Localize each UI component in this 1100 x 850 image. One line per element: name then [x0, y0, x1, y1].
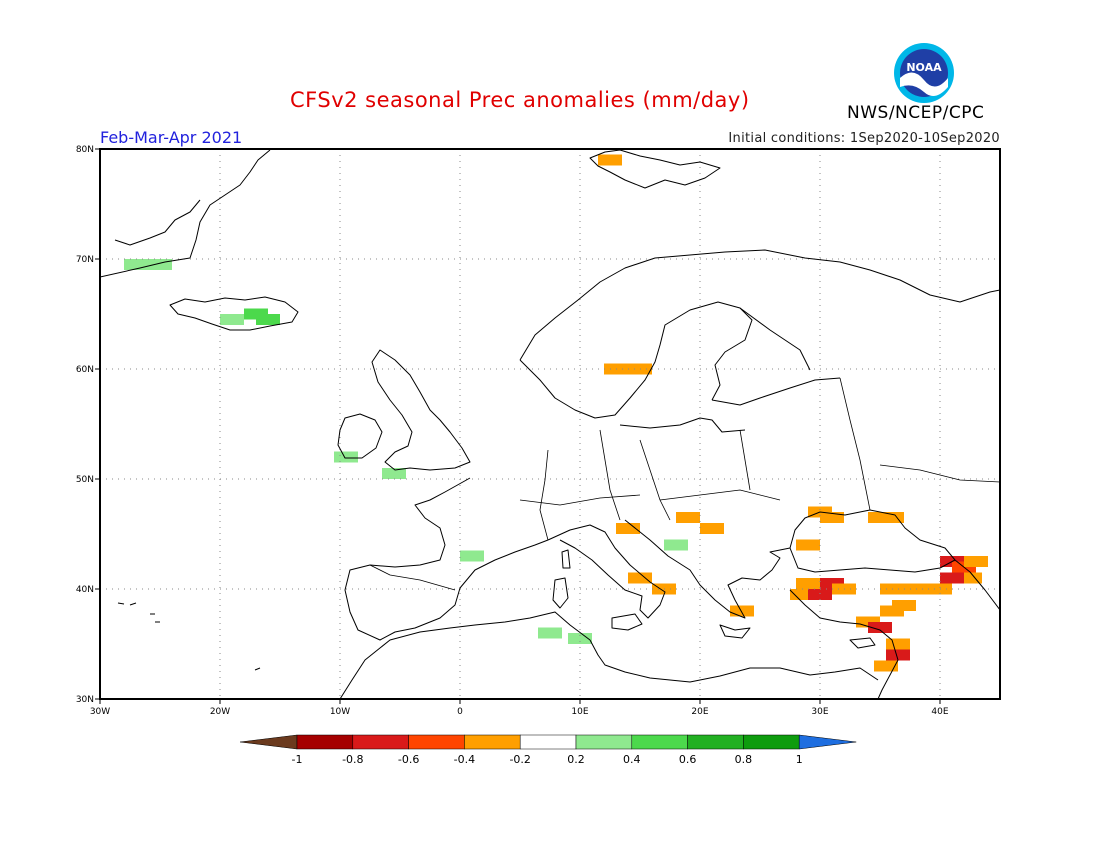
anomaly-cell — [964, 556, 988, 567]
anomaly-cells-layer — [124, 154, 988, 672]
anomaly-cell — [730, 605, 754, 617]
anomaly-cell — [256, 314, 280, 325]
colorbar-arrow-low — [239, 734, 298, 750]
colorbar-segment — [631, 734, 688, 750]
anomaly-cell — [568, 633, 592, 644]
lon-label-10w: 10W — [330, 707, 350, 717]
map-title: CFSv2 seasonal Prec anomalies (mm/day) — [290, 88, 750, 112]
colorbar-tick-label: 1 — [796, 753, 803, 766]
colorbar-segment — [352, 734, 409, 750]
anomaly-cell — [334, 451, 358, 463]
anomaly-cell — [538, 627, 562, 639]
map-frame — [99, 148, 1001, 700]
logo-text: NOAA — [906, 61, 942, 74]
colorbar-tick-label: -0.4 — [454, 753, 475, 766]
anomaly-cell — [676, 512, 700, 523]
colorbar-tick-label: -0.8 — [342, 753, 363, 766]
anomaly-cell — [148, 259, 172, 270]
colorbar-tick-label: 0.6 — [679, 753, 697, 766]
noaa-logo-icon: NOAA — [894, 43, 954, 103]
colorbar-segment — [743, 734, 800, 750]
anomaly-cell — [796, 578, 820, 589]
colorbar-tick-label: -0.6 — [398, 753, 419, 766]
anomaly-cell — [664, 539, 688, 551]
colorbar-arrow-high — [798, 734, 857, 750]
colorbar-segment — [575, 734, 633, 750]
anomaly-cell — [124, 259, 148, 270]
lat-label-50n: 50N — [76, 475, 94, 485]
lon-label-20w: 20W — [210, 707, 230, 717]
colorbar-segment — [687, 734, 744, 750]
anomaly-cell — [892, 600, 916, 611]
agency-label: NWS/NCEP/CPC — [847, 103, 985, 123]
lon-label-30e: 30E — [811, 707, 828, 717]
colorbar-tick-label: 0.4 — [623, 753, 641, 766]
anomaly-cell — [460, 550, 484, 562]
anomaly-cell — [820, 512, 844, 523]
anomaly-cell — [958, 572, 982, 584]
anomaly-cell — [790, 589, 814, 600]
lon-label-20e: 20E — [691, 707, 708, 717]
lat-label-30n: 30N — [76, 695, 94, 705]
graticule — [100, 149, 1000, 699]
anomaly-cell — [598, 154, 622, 166]
anomaly-cell — [886, 649, 910, 661]
lat-label-60n: 60N — [76, 365, 94, 375]
lon-label-0: 0 — [457, 707, 463, 717]
colorbar-tick-label: 0.8 — [735, 753, 753, 766]
lat-label-80n: 80N — [76, 145, 94, 155]
lat-label-70n: 70N — [76, 255, 94, 265]
forecast-period: Feb-Mar-Apr 2021 — [100, 128, 243, 147]
colorbar-segment — [408, 734, 465, 750]
anomaly-cell — [874, 660, 898, 672]
colorbar-tick-label: -0.2 — [509, 753, 530, 766]
initial-conditions: Initial conditions: 1Sep2020-10Sep2020 — [728, 131, 1000, 146]
anomaly-cell — [220, 314, 244, 325]
anomaly-cell — [940, 572, 964, 584]
colorbar-segment — [519, 734, 577, 750]
anomaly-cell — [886, 638, 910, 650]
anomaly-cell — [616, 523, 640, 534]
colorbar: -1 -0.8 -0.6 -0.4 -0.2 0.2 0.4 0.6 0.8 1 — [239, 734, 857, 766]
lon-label-10e: 10E — [571, 707, 588, 717]
anomaly-cell — [628, 572, 652, 584]
anomaly-cell — [382, 468, 406, 479]
anomaly-cell — [808, 589, 832, 600]
anomaly-cell — [796, 539, 820, 551]
lat-label-40n: 40N — [76, 585, 94, 595]
anomaly-cell — [700, 523, 724, 534]
anomaly-cell — [880, 512, 904, 523]
colorbar-tick-label: -1 — [292, 753, 303, 766]
colorbar-tick-label: 0.2 — [567, 753, 585, 766]
lon-label-40e: 40E — [931, 707, 948, 717]
lon-label-30w: 30W — [90, 707, 110, 717]
coastlines — [100, 149, 1000, 699]
colorbar-segment — [464, 734, 521, 750]
anomaly-cell — [868, 622, 892, 633]
colorbar-segment — [296, 734, 354, 750]
